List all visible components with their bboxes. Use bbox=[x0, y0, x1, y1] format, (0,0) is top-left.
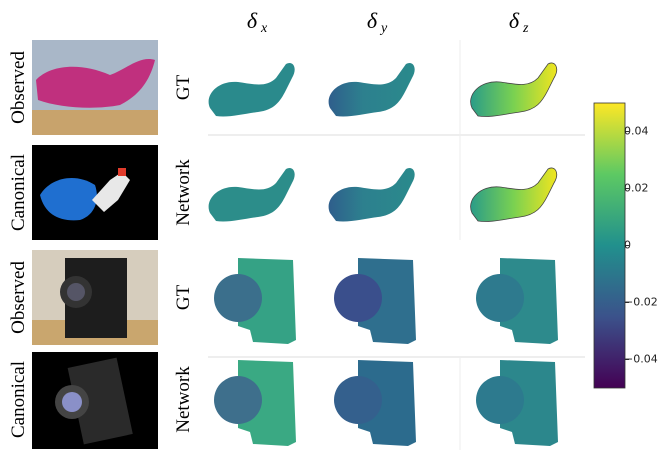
column-subscript: y bbox=[379, 21, 388, 36]
cell bbox=[214, 360, 296, 446]
figure: Observed GT Canonical Network Observed GT Cano… bbox=[0, 0, 670, 451]
colorbar-tick-label: 0.04 bbox=[624, 125, 649, 138]
colorbar-tick-label: −0.04 bbox=[624, 353, 658, 366]
photo-canonical-shoe bbox=[32, 145, 158, 240]
row-sublabel: GT bbox=[173, 74, 194, 100]
column-symbol: δ bbox=[367, 8, 378, 33]
lens bbox=[334, 274, 382, 322]
cell bbox=[329, 63, 415, 117]
cell bbox=[476, 258, 558, 344]
lens bbox=[214, 376, 262, 424]
column-subscript: z bbox=[522, 21, 529, 36]
row-label: Observed bbox=[8, 261, 29, 334]
shape bbox=[471, 63, 557, 117]
row-label: Observed bbox=[8, 51, 29, 124]
cell bbox=[214, 258, 296, 344]
row-label: Canonical bbox=[8, 361, 29, 438]
row-sublabel: GT bbox=[173, 284, 194, 310]
colorbar-tick-label: −0.02 bbox=[624, 296, 658, 309]
row-sublabel: Network bbox=[173, 366, 194, 433]
shape bbox=[471, 168, 557, 222]
row-label: Canonical bbox=[8, 154, 29, 231]
lens bbox=[334, 376, 382, 424]
lens bbox=[476, 274, 524, 322]
shape bbox=[329, 168, 415, 222]
shape bbox=[209, 63, 295, 117]
shape bbox=[209, 168, 295, 222]
cell bbox=[209, 168, 295, 222]
lens bbox=[476, 376, 524, 424]
photo-observed-camera bbox=[32, 250, 158, 345]
cell bbox=[334, 360, 416, 446]
photo-observed-shoe bbox=[32, 40, 158, 135]
column-subscript: x bbox=[260, 21, 268, 36]
cell bbox=[471, 168, 557, 222]
column-symbol: δ bbox=[247, 8, 258, 33]
cell bbox=[329, 168, 415, 222]
cell bbox=[334, 258, 416, 344]
cell bbox=[476, 360, 558, 446]
lens bbox=[214, 274, 262, 322]
colorbar-tick-label: 0 bbox=[624, 239, 631, 252]
cell bbox=[209, 63, 295, 117]
row-sublabel: Network bbox=[173, 159, 194, 226]
colorbar-tick-label: 0.02 bbox=[624, 182, 649, 195]
column-symbol: δ bbox=[509, 8, 520, 33]
colorbar bbox=[594, 103, 625, 388]
cell bbox=[471, 63, 557, 117]
shape bbox=[329, 63, 415, 117]
photo-canonical-camera bbox=[32, 352, 158, 449]
